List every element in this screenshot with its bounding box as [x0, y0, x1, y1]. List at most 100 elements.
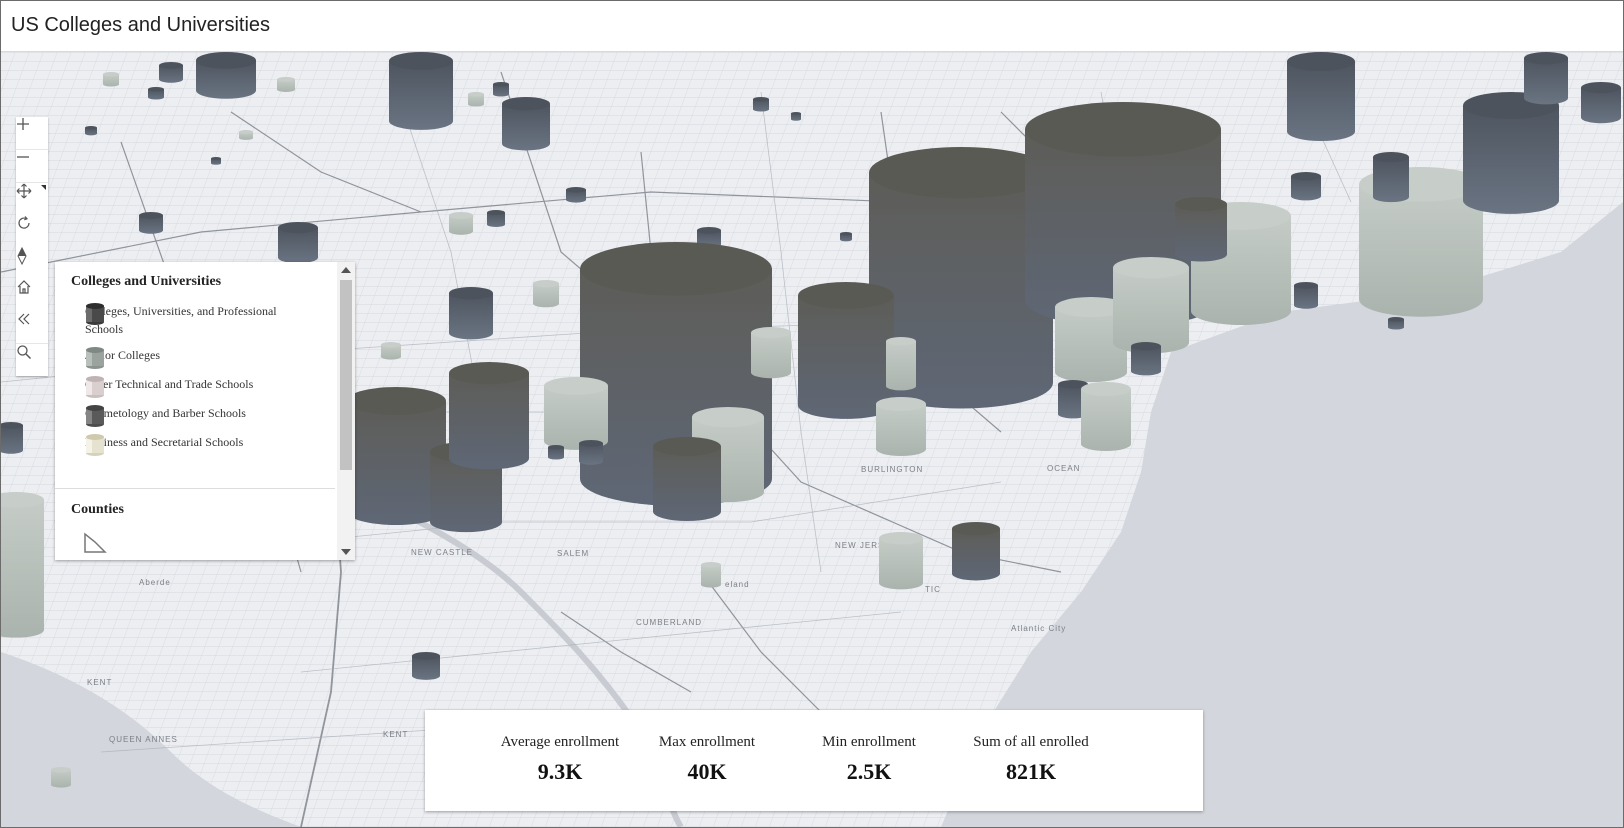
college-cylinder[interactable] [1388, 317, 1404, 330]
search-button[interactable] [16, 344, 48, 376]
mode-indicator [41, 185, 46, 190]
label-new-jersey: NEW JERSEY [835, 541, 897, 550]
college-cylinder[interactable] [103, 72, 119, 87]
college-cylinder[interactable] [487, 210, 505, 228]
college-cylinder[interactable] [791, 112, 801, 121]
college-cylinder[interactable] [502, 97, 550, 151]
college-cylinder[interactable] [533, 280, 559, 308]
college-cylinder[interactable] [1055, 297, 1127, 383]
college-cylinder[interactable] [412, 652, 440, 680]
college-cylinder[interactable] [139, 212, 163, 234]
college-cylinder[interactable] [159, 62, 183, 83]
scroll-down-arrow-icon[interactable] [341, 549, 351, 555]
stat-label: Min enrollment [822, 734, 916, 750]
stat-average: Average enrollment 9.3K [485, 734, 635, 785]
college-cylinder[interactable] [51, 767, 71, 788]
college-cylinder[interactable] [566, 187, 586, 203]
legend-scrollbar[interactable] [337, 262, 355, 560]
legend-item: Business and Secretarial Schools [85, 433, 315, 456]
zoom-in-button[interactable] [16, 117, 48, 149]
label-burlington: BURLINGTON [861, 465, 923, 474]
cylinder-swatch-icon [86, 303, 104, 325]
college-cylinder[interactable] [346, 387, 446, 525]
stat-value: 9.3K [537, 759, 583, 784]
bay-area [1, 652, 301, 827]
stat-value: 40K [687, 759, 727, 784]
scroll-up-arrow-icon[interactable] [341, 267, 351, 273]
label-atlantic-city: Atlantic City [1011, 624, 1066, 633]
zoom-out-button[interactable] [16, 150, 48, 182]
cylinder-swatch-icon [86, 434, 104, 456]
label-new-castle: NEW CASTLE [411, 548, 473, 557]
college-cylinder[interactable] [1294, 282, 1318, 309]
college-cylinder[interactable] [389, 52, 453, 130]
college-cylinder[interactable] [840, 232, 852, 242]
college-cylinder[interactable] [85, 126, 97, 136]
label-cumberland: CUMBERLAND [636, 618, 702, 627]
label-ocean: OCEAN [1047, 464, 1080, 473]
college-cylinder[interactable] [886, 337, 916, 391]
legend-divider [55, 488, 335, 489]
enrollment-stats-panel: Average enrollment 9.3K Max enrollment 4… [425, 710, 1203, 811]
college-cylinder[interactable] [1463, 92, 1560, 214]
label-kent: KENT [87, 678, 112, 687]
legend-layer-title: Colleges and Universities [71, 274, 222, 289]
college-cylinder[interactable] [879, 532, 923, 590]
college-cylinder[interactable] [196, 52, 256, 99]
college-cylinder[interactable] [449, 287, 493, 340]
ocean-area [941, 202, 1623, 827]
pan-button[interactable] [16, 183, 48, 215]
label-queen-annes: QUEEN ANNES [109, 735, 178, 744]
double-chevron-left-icon [18, 313, 30, 325]
college-cylinder[interactable] [1131, 342, 1161, 376]
college-cylinder[interactable] [493, 82, 509, 97]
map-view[interactable]: BURLINGTON NEW JERSEY CUMBERLAND SALEM O… [1, 52, 1623, 827]
college-cylinder[interactable] [544, 377, 608, 450]
college-cylinder[interactable] [798, 282, 894, 419]
college-cylinder[interactable] [548, 445, 564, 460]
college-cylinder[interactable] [579, 440, 603, 465]
move-icon [16, 183, 32, 199]
cylinder-swatch-icon [86, 347, 104, 369]
college-cylinder[interactable] [1113, 257, 1189, 354]
college-cylinder[interactable] [1291, 172, 1321, 201]
college-cylinder[interactable] [701, 562, 721, 588]
stat-max: Max enrollment 40K [632, 734, 782, 785]
home-icon [17, 280, 31, 294]
college-cylinder[interactable] [1287, 52, 1355, 142]
college-cylinder[interactable] [277, 77, 295, 93]
college-cylinder[interactable] [211, 157, 221, 165]
scroll-thumb[interactable] [340, 280, 352, 470]
college-cylinder[interactable] [1581, 82, 1621, 124]
college-cylinders[interactable] [1, 52, 1621, 788]
college-cylinder[interactable] [653, 437, 721, 522]
collapse-button[interactable] [16, 311, 48, 343]
legend-item-label: Cosmetology and Barber Schools [85, 406, 246, 420]
college-cylinder[interactable] [381, 342, 401, 360]
college-cylinder[interactable] [876, 397, 926, 456]
college-cylinder[interactable] [1, 422, 23, 454]
college-cylinder[interactable] [278, 222, 318, 264]
college-cylinder[interactable] [1175, 197, 1227, 262]
college-cylinder[interactable] [148, 87, 164, 100]
college-cylinder[interactable] [449, 212, 474, 235]
rotate-button[interactable] [16, 215, 48, 247]
college-cylinder[interactable] [449, 362, 529, 470]
college-cylinder[interactable] [1058, 380, 1088, 419]
college-cylinder[interactable] [1524, 52, 1568, 105]
college-cylinder[interactable] [1373, 152, 1409, 203]
college-cylinder[interactable] [952, 522, 1000, 581]
compass-button[interactable] [16, 247, 48, 279]
legend-item-label: Business and Secretarial Schools [85, 435, 244, 449]
college-cylinder[interactable] [751, 327, 791, 379]
stat-label: Sum of all enrolled [973, 734, 1089, 750]
home-button[interactable] [16, 279, 48, 311]
college-cylinder[interactable] [468, 92, 484, 107]
map-canvas[interactable]: BURLINGTON NEW JERSEY CUMBERLAND SALEM O… [1, 52, 1623, 827]
college-cylinder[interactable] [1081, 382, 1131, 451]
college-cylinder[interactable] [239, 130, 253, 140]
app-header: US Colleges and Universities [1, 1, 1623, 52]
college-cylinder[interactable] [1, 492, 44, 638]
college-cylinder[interactable] [753, 97, 769, 112]
